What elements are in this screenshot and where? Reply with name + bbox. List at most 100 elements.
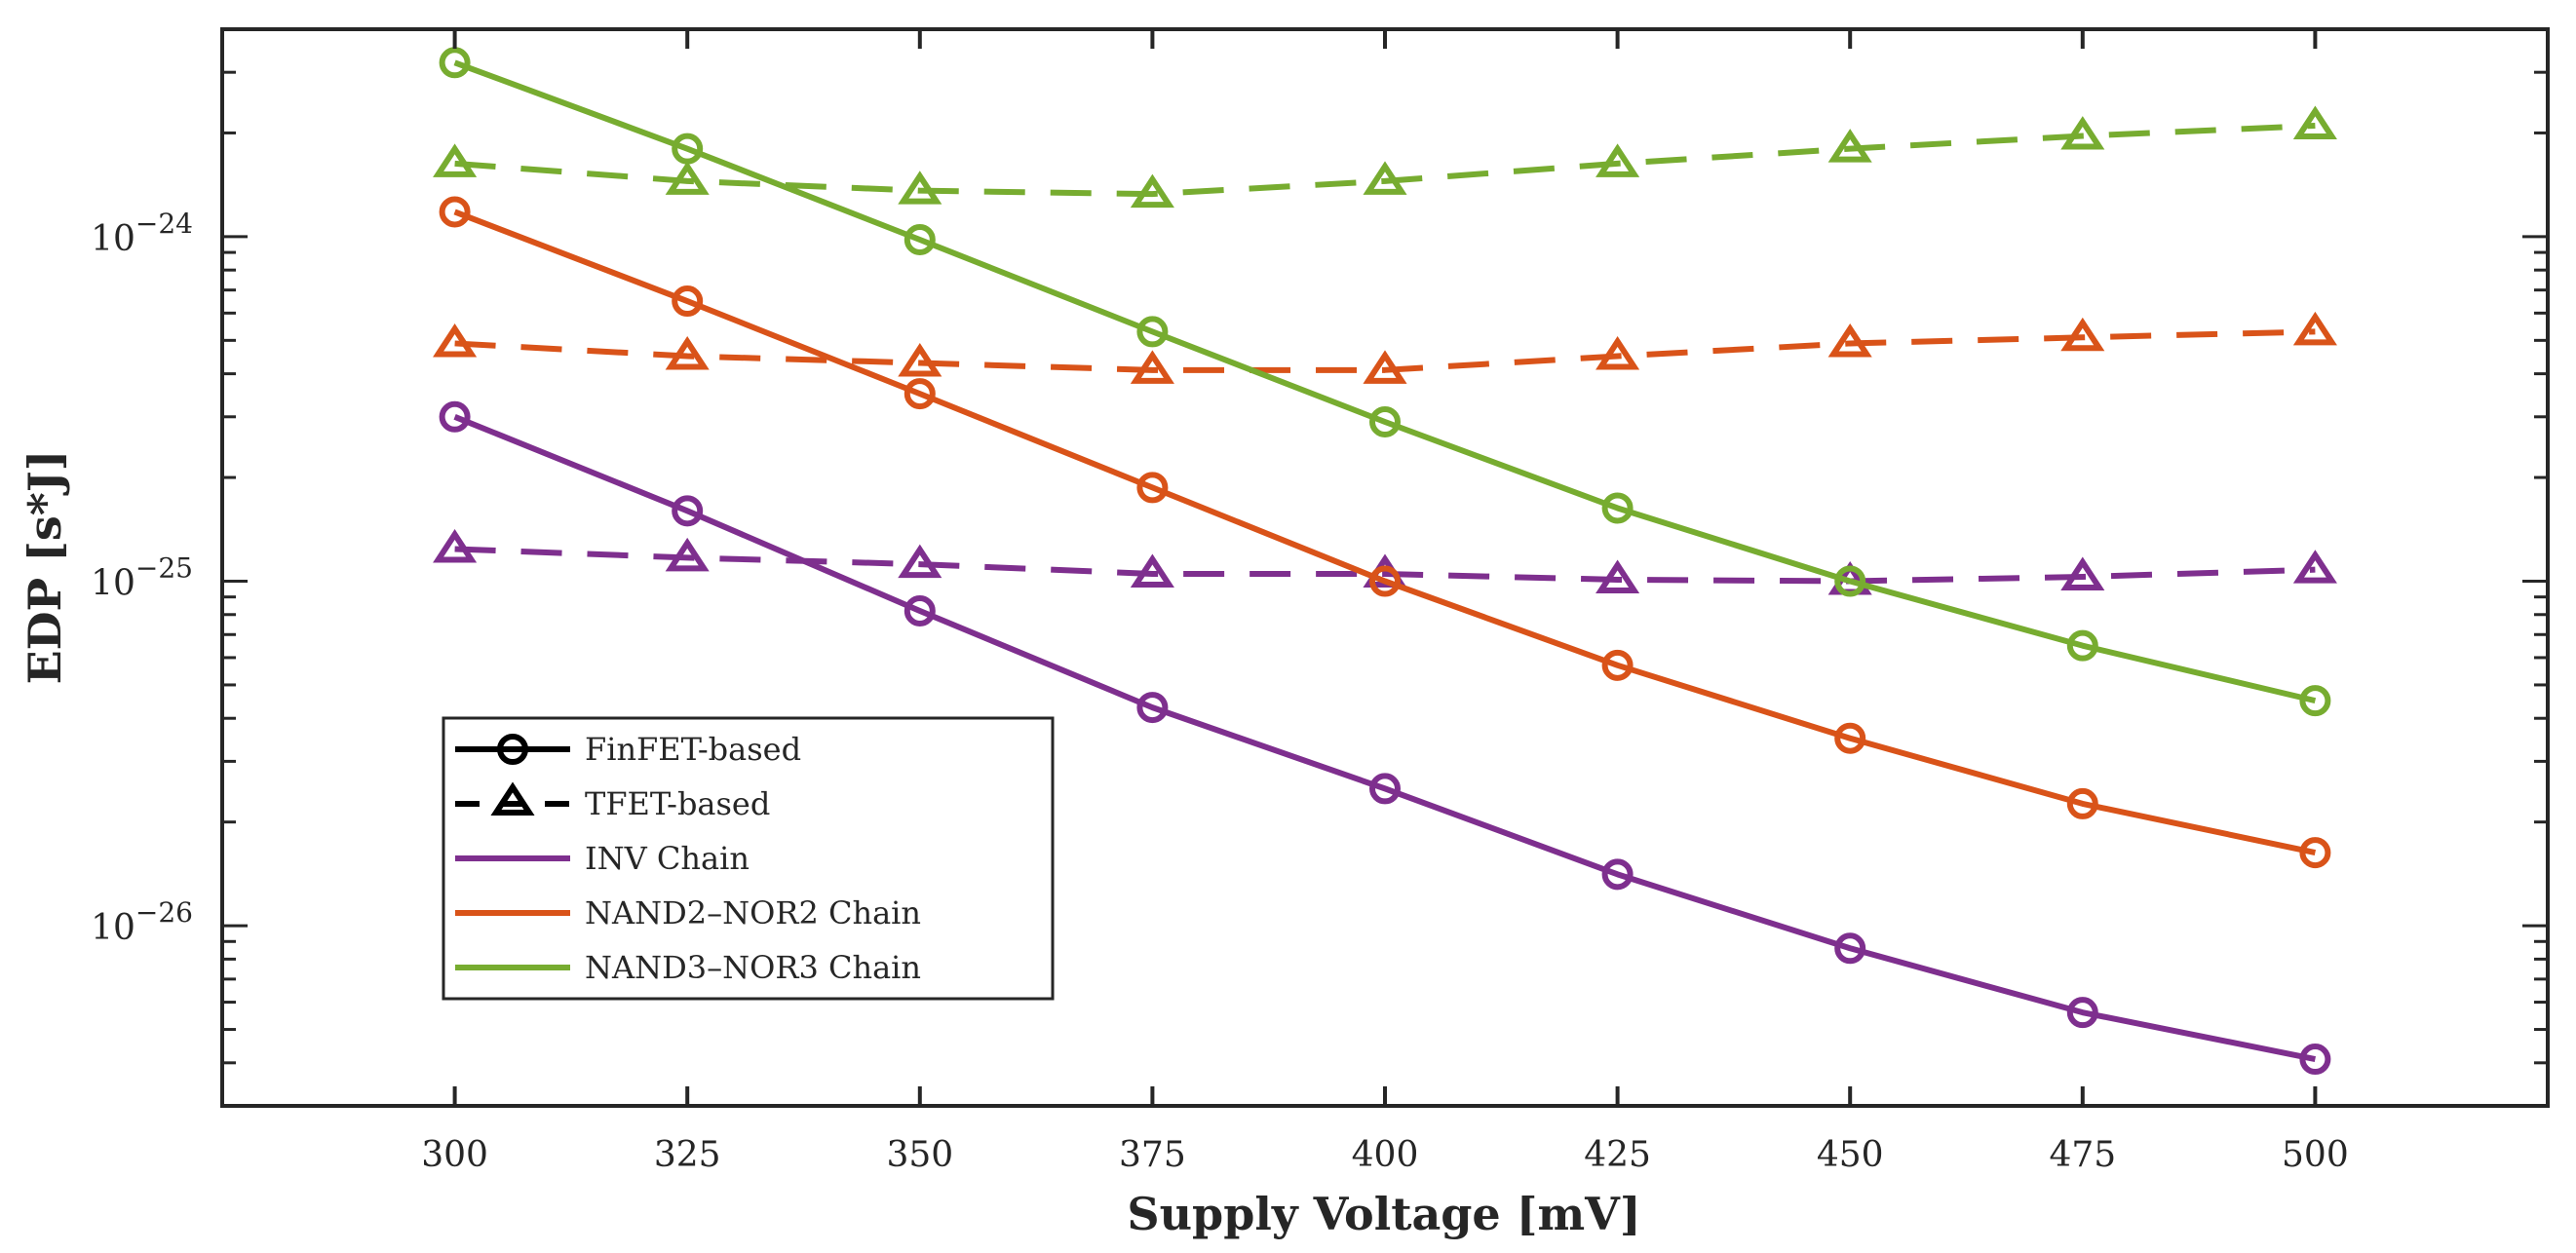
- data-point-circle: [1369, 773, 1401, 805]
- data-point-triangle: [898, 171, 942, 205]
- data-point-circle: [439, 47, 471, 79]
- data-point-triangle: [1363, 161, 1407, 195]
- legend-item: TFET-based: [455, 781, 770, 822]
- data-point-circle: [439, 400, 471, 433]
- data-point-circle: [1136, 692, 1169, 724]
- data-point-circle: [1834, 932, 1866, 965]
- axis-ticks: 300 325 350 375 400 425 450 475 50010−2410−2510−…: [91, 27, 2548, 1175]
- legend-label: INV Chain: [585, 840, 750, 877]
- y-tick-exponent: −24: [135, 208, 193, 240]
- plot-marks: [433, 47, 2337, 1076]
- data-point-triangle: [898, 544, 942, 579]
- series-line: [454, 546, 2316, 585]
- data-point-triangle: [433, 528, 478, 563]
- data-point-triangle: [665, 161, 710, 195]
- data-point-circle: [2066, 629, 2098, 662]
- data-point-circle: [672, 133, 704, 165]
- data-point-triangle: [433, 323, 478, 358]
- y-tick-exponent: −25: [135, 551, 193, 584]
- data-point-triangle: [1827, 323, 1872, 358]
- legend-triangle-marker: [490, 781, 535, 816]
- x-tick-label: 450: [1817, 1135, 1884, 1175]
- x-tick-label: 325: [654, 1135, 721, 1175]
- data-point-triangle: [1130, 173, 1174, 209]
- data-point-circle: [1601, 649, 1634, 681]
- data-point-circle: [1136, 316, 1169, 348]
- y-tick-base: 10: [91, 563, 135, 603]
- y-tick-exponent: −26: [135, 896, 193, 929]
- data-point-circle: [1369, 565, 1401, 597]
- data-point-triangle: [1130, 350, 1174, 384]
- data-point-circle: [1136, 472, 1169, 504]
- data-point-triangle: [1596, 336, 1640, 370]
- data-point-triangle: [433, 143, 478, 177]
- series-line: [453, 59, 2317, 704]
- x-tick-label: 425: [1584, 1135, 1651, 1175]
- data-point-circle: [1601, 858, 1634, 891]
- data-point-circle: [2066, 787, 2098, 819]
- data-point-triangle: [665, 537, 710, 572]
- series-line: [454, 122, 2316, 198]
- series-line: [453, 414, 2316, 1062]
- data-point-triangle: [2060, 116, 2105, 150]
- data-point-circle: [1834, 722, 1866, 754]
- legend-label: FinFET-based: [585, 731, 801, 768]
- data-point-circle: [2299, 1044, 2331, 1076]
- data-point-circle: [2299, 837, 2331, 869]
- data-point-circle: [2066, 997, 2098, 1029]
- x-tick-label: 400: [1352, 1135, 1419, 1175]
- series-line: [453, 209, 2317, 856]
- legend-item: FinFET-based: [455, 731, 801, 768]
- series-nand3-nor3-chain-finfet-based: [439, 47, 2331, 717]
- data-point-circle: [439, 196, 471, 228]
- data-point-circle: [904, 223, 936, 255]
- data-point-triangle: [665, 336, 710, 370]
- data-point-triangle: [1596, 559, 1640, 593]
- data-point-circle: [904, 594, 936, 626]
- data-point-triangle: [2292, 105, 2337, 139]
- series-nand2-nor2-chain-finfet-based: [439, 196, 2331, 869]
- series-nand2-nor2-chain-tfet-based: [433, 311, 2337, 384]
- data-point-circle: [1369, 405, 1401, 437]
- legend-circle-marker: [497, 734, 528, 765]
- data-point-circle: [672, 285, 704, 318]
- series-inv-chain-finfet-based: [439, 400, 2331, 1076]
- legend-label: NAND3–NOR3 Chain: [585, 949, 921, 986]
- x-tick-label: 300: [421, 1135, 488, 1175]
- data-point-triangle: [1130, 553, 1174, 589]
- x-tick-label: 350: [886, 1135, 953, 1175]
- data-point-triangle: [2292, 311, 2337, 346]
- data-point-circle: [2299, 685, 2331, 717]
- y-tick-base: 10: [91, 908, 135, 948]
- data-point-circle: [672, 495, 704, 527]
- x-tick-label: 500: [2282, 1135, 2349, 1175]
- data-point-circle: [1834, 565, 1866, 597]
- series-line: [454, 328, 2316, 373]
- data-point-circle: [1601, 492, 1634, 524]
- y-axis-label: EDP [s*J]: [19, 450, 71, 685]
- x-tick-label: 475: [2049, 1135, 2116, 1175]
- y-tick-label: 10−25: [91, 551, 193, 603]
- data-point-triangle: [1596, 143, 1640, 177]
- legend-item: NAND2–NOR2 Chain: [455, 894, 921, 931]
- data-point-triangle: [898, 343, 942, 377]
- series-nand3-nor3-chain-tfet-based: [433, 105, 2337, 209]
- legend-label: TFET-based: [585, 785, 770, 822]
- y-tick-label: 10−26: [91, 896, 193, 948]
- y-tick-base: 10: [91, 219, 135, 259]
- data-point-triangle: [2060, 556, 2105, 590]
- legend-item: INV Chain: [455, 840, 750, 877]
- data-point-triangle: [2292, 550, 2337, 584]
- data-point-triangle: [1363, 350, 1407, 384]
- x-tick-label: 375: [1119, 1135, 1186, 1175]
- data-point-circle: [904, 378, 936, 410]
- legend-label: NAND2–NOR2 Chain: [585, 894, 921, 931]
- x-axis-label: Supply Voltage [mV]: [1127, 1188, 1640, 1240]
- legend-item: NAND3–NOR3 Chain: [455, 949, 921, 986]
- data-point-triangle: [1827, 129, 1872, 163]
- data-point-triangle: [2060, 317, 2105, 352]
- y-tick-label: 10−24: [91, 208, 193, 259]
- legend: FinFET-based TFET-based INV Chain NAND2–NOR…: [442, 716, 1055, 1001]
